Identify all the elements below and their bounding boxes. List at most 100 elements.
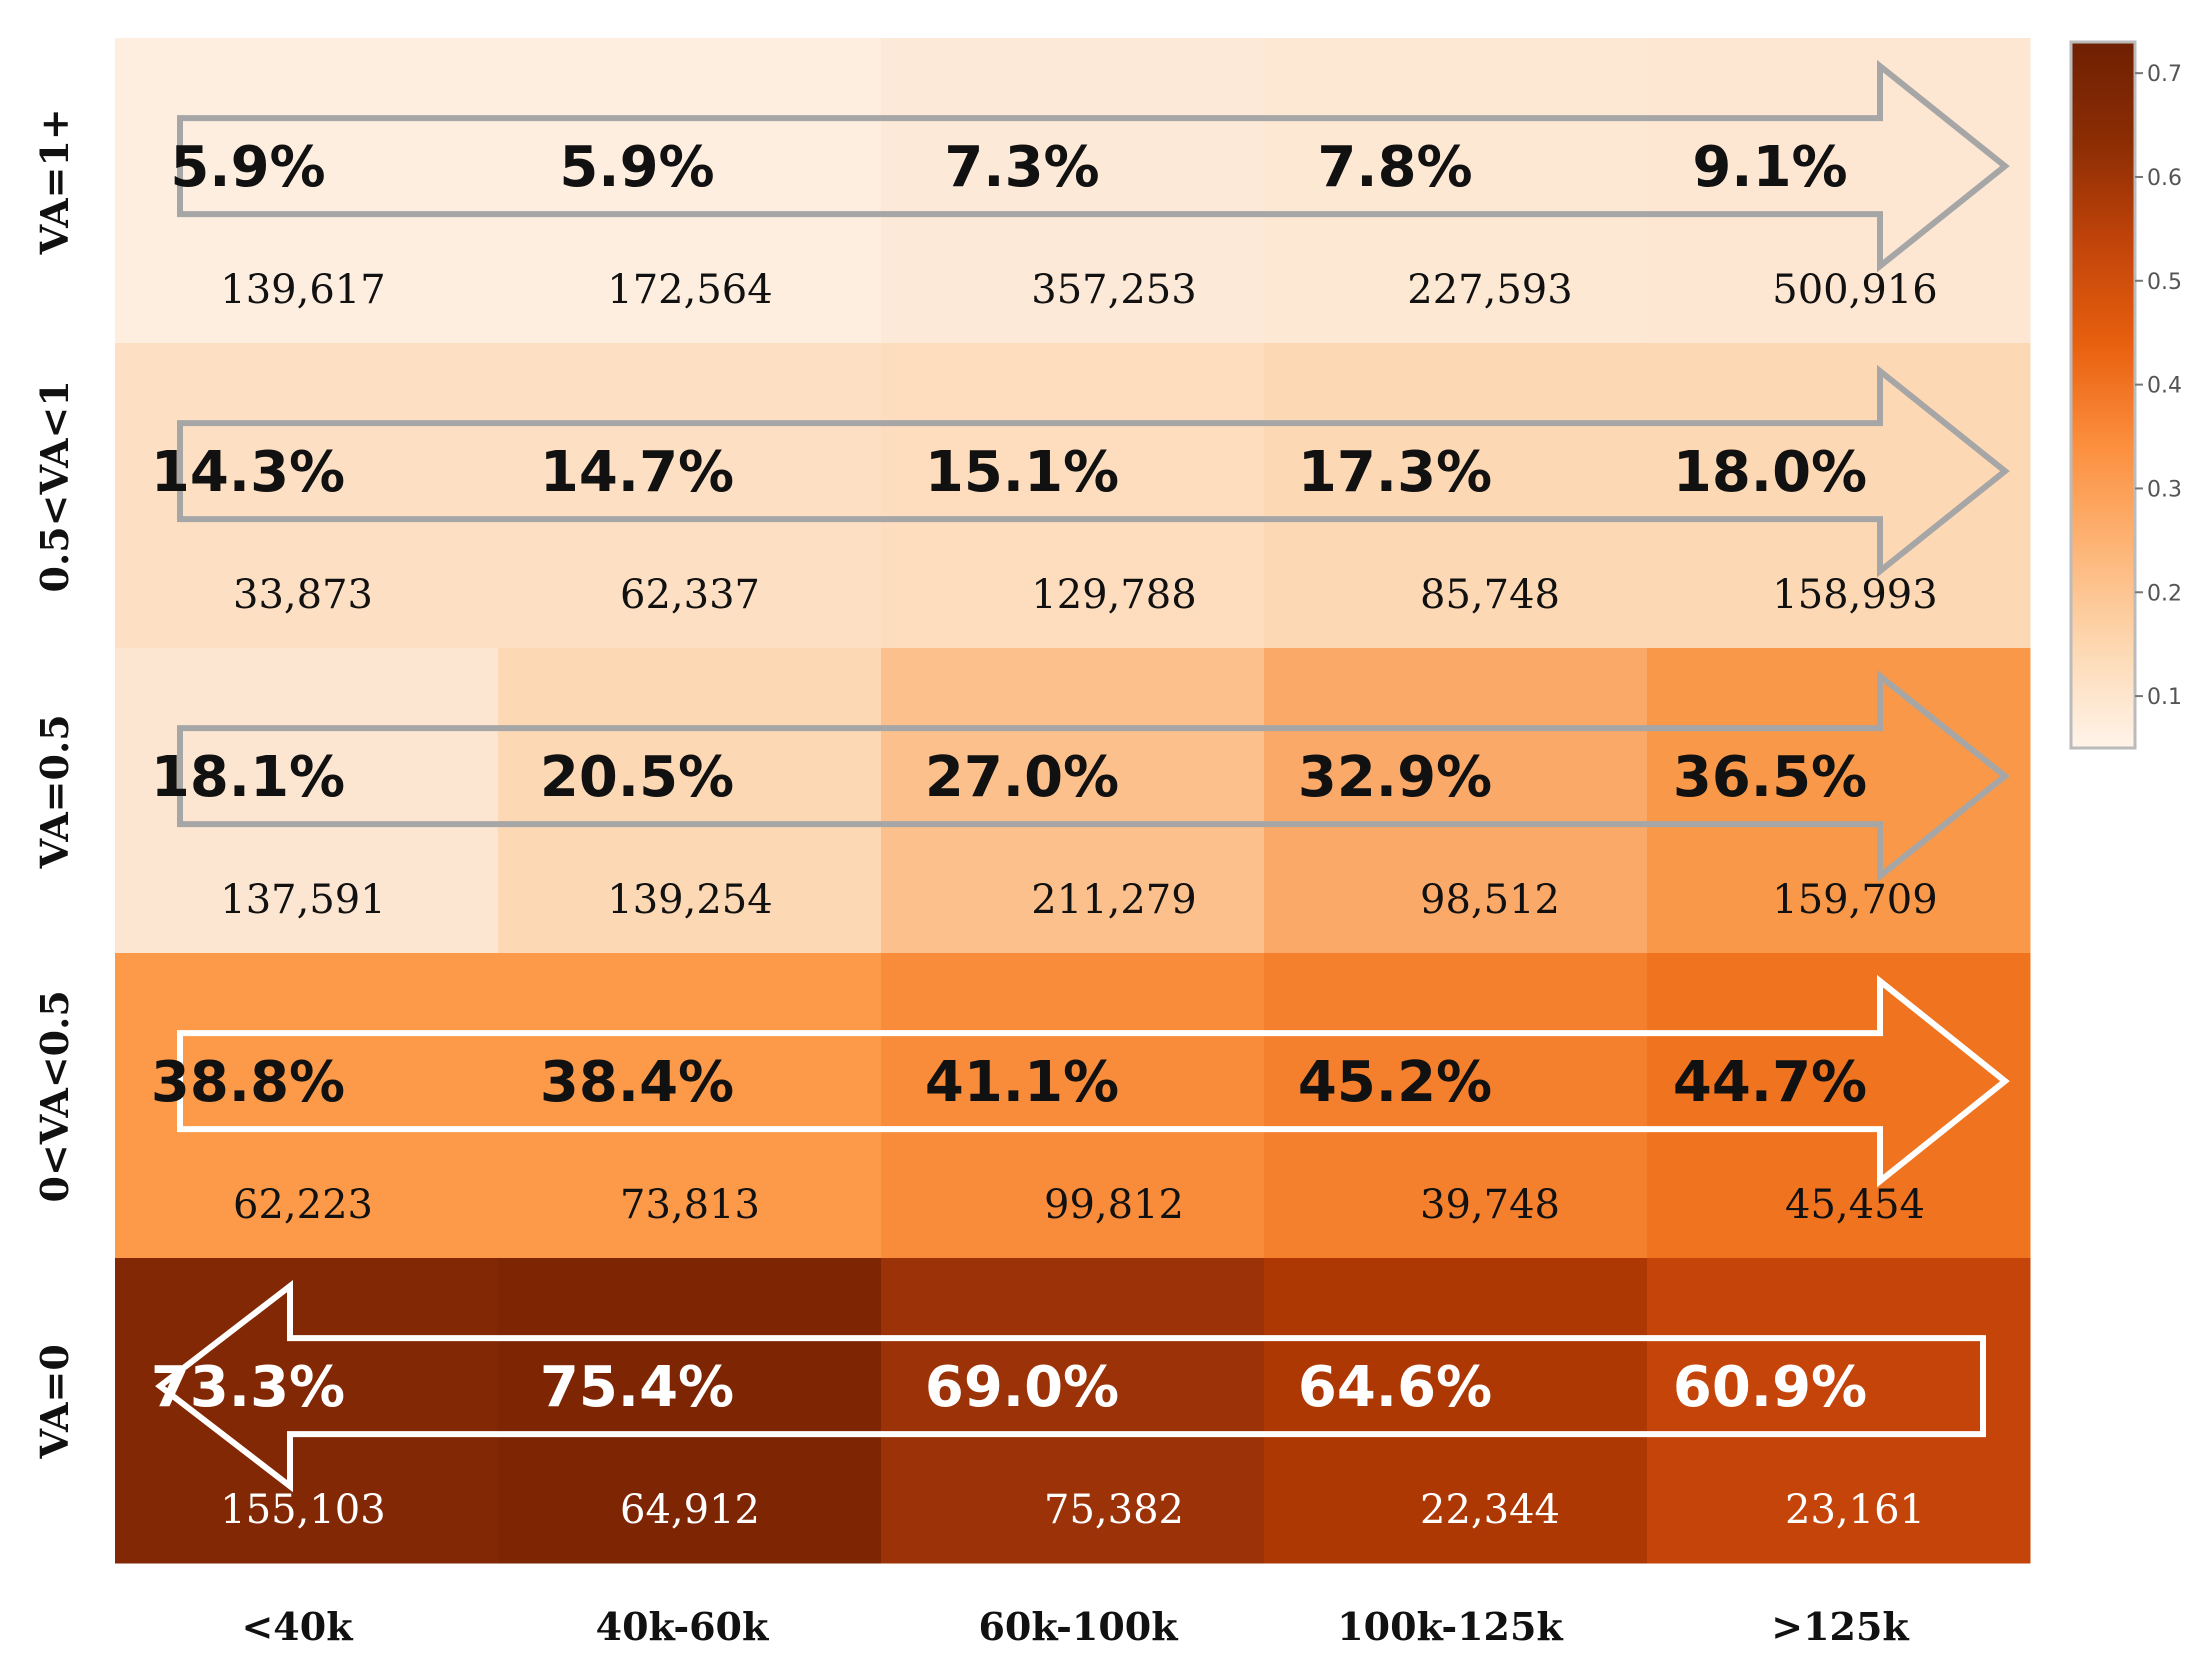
column-label-125k: >125k — [1771, 1604, 1909, 1649]
cell-count-label: 500,916 — [1772, 267, 1937, 313]
cell-percent-label: 64.6% — [1298, 1355, 1492, 1420]
cell-count-label: 39,748 — [1420, 1182, 1560, 1228]
cell-count-label: 129,788 — [1031, 572, 1196, 618]
cell-percent-label: 69.0% — [925, 1355, 1119, 1420]
cell-count-label: 62,223 — [233, 1182, 373, 1228]
cell-count-label: 62,337 — [620, 572, 760, 618]
heatmap-cell — [1647, 648, 2031, 954]
cell-count-label: 99,812 — [1044, 1182, 1184, 1228]
row-label-va-1: VA=1+ — [32, 108, 77, 255]
cell-percent-label: 32.9% — [1298, 745, 1492, 810]
cell-percent-label: 7.8% — [1317, 135, 1472, 200]
cell-percent-label: 7.3% — [944, 135, 1099, 200]
cell-count-label: 98,512 — [1420, 877, 1560, 923]
cell-count-label: 22,344 — [1420, 1487, 1560, 1533]
colorbar-tick-label: 0.4 — [2147, 374, 2182, 399]
cell-percent-label: 73.3% — [151, 1355, 345, 1420]
colorbar-tick-label: 0.1 — [2147, 685, 2182, 710]
cell-percent-label: 38.4% — [540, 1050, 734, 1115]
cell-count-label: 227,593 — [1407, 267, 1572, 313]
cell-percent-label: 17.3% — [1298, 440, 1492, 505]
row-labels: VA=1+ 0.5<VA<1 VA=0.5 0<VA<0.5 VA=0 — [32, 108, 77, 1459]
cell-count-label: 137,591 — [220, 877, 385, 923]
cell-count-label: 75,382 — [1044, 1487, 1184, 1533]
cell-percent-label: 18.1% — [151, 745, 345, 810]
heatmap-cell — [881, 38, 1265, 344]
cell-count-label: 45,454 — [1785, 1182, 1925, 1228]
heatmap-cell — [1647, 953, 2031, 1259]
row-label-va-0-5: VA=0.5 — [32, 714, 77, 869]
row-label-0-5-va-1: 0.5<VA<1 — [32, 380, 77, 592]
heatmap-cell — [1264, 38, 1648, 344]
colorbar-tick-label: 0.7 — [2147, 62, 2182, 87]
cell-percent-label: 14.7% — [540, 440, 734, 505]
heatmap-cells — [115, 38, 2031, 1564]
cell-count-label: 172,564 — [607, 267, 772, 313]
colorbar-ticks: 0.1 0.2 0.3 0.4 0.5 0.6 0.7 — [2135, 62, 2182, 710]
heatmap-cell — [881, 343, 1265, 649]
colorbar-tick-label: 0.6 — [2147, 166, 2182, 191]
colorbar-gradient — [2069, 40, 2137, 750]
cell-percent-label: 41.1% — [925, 1050, 1119, 1115]
colorbar: 0.1 0.2 0.3 0.4 0.5 0.6 0.7 — [2069, 40, 2182, 750]
heatmap-cell — [1264, 343, 1648, 649]
cell-percent-label: 5.9% — [170, 135, 325, 200]
cell-count-label: 155,103 — [220, 1487, 385, 1533]
cell-percent-label: 5.9% — [559, 135, 714, 200]
column-label-40k-60k: 40k-60k — [596, 1604, 769, 1649]
cell-percent-label: 45.2% — [1298, 1050, 1492, 1115]
heatmap-cell — [498, 648, 882, 954]
cell-count-label: 211,279 — [1031, 877, 1196, 923]
cell-texts: 5.9% 139,617 5.9% 172,564 7.3% 357,253 7.8% 227… — [151, 135, 1938, 1533]
cell-count-label: 33,873 — [233, 572, 373, 618]
colorbar-tick-label: 0.2 — [2147, 581, 2182, 606]
heatmap-cell — [881, 648, 1265, 954]
cell-percent-label: 38.8% — [151, 1050, 345, 1115]
heatmap-cell — [498, 343, 882, 649]
cell-percent-label: 15.1% — [925, 440, 1119, 505]
trend-arrows — [155, 59, 2010, 1493]
column-label-100k-125k: 100k-125k — [1337, 1604, 1563, 1649]
heatmap-cell — [498, 953, 882, 1259]
heatmap-cell — [115, 1258, 499, 1564]
heatmap-cell — [1647, 1258, 2031, 1564]
cell-percent-label: 36.5% — [1673, 745, 1867, 810]
cell-count-label: 85,748 — [1420, 572, 1560, 618]
column-label-40k: <40k — [241, 1604, 353, 1649]
colorbar-tick-label: 0.3 — [2147, 477, 2182, 502]
row-label-va-0: VA=0 — [32, 1344, 77, 1459]
trend-arrow-right — [177, 669, 2010, 883]
cell-count-label: 357,253 — [1031, 267, 1196, 313]
row-label-0-va-0-5: 0<VA<0.5 — [32, 990, 77, 1202]
cell-percent-label: 75.4% — [540, 1355, 734, 1420]
cell-percent-label: 20.5% — [540, 745, 734, 810]
trend-arrow-left — [155, 1280, 1986, 1493]
trend-arrow-right — [177, 364, 2010, 578]
heatmap-cell — [881, 1258, 1265, 1564]
cell-count-label: 139,254 — [607, 877, 772, 923]
column-label-60k-100k: 60k-100k — [978, 1604, 1178, 1649]
colorbar-tick-label: 0.5 — [2147, 270, 2182, 295]
trend-arrow-right — [177, 59, 2010, 273]
cell-percent-label: 60.9% — [1673, 1355, 1867, 1420]
cell-count-label: 64,912 — [620, 1487, 760, 1533]
cell-percent-label: 9.1% — [1692, 135, 1847, 200]
heatmap-cell — [881, 953, 1265, 1259]
cell-percent-label: 44.7% — [1673, 1050, 1867, 1115]
heatmap-cell — [1264, 648, 1648, 954]
heatmap-cell — [498, 38, 882, 344]
column-labels: <40k 40k-60k 60k-100k 100k-125k >125k — [241, 1604, 1909, 1649]
heatmap-cell — [1647, 343, 2031, 649]
cell-percent-label: 18.0% — [1673, 440, 1867, 505]
cell-count-label: 73,813 — [620, 1182, 760, 1228]
cell-percent-label: 14.3% — [151, 440, 345, 505]
heatmap-cell — [1264, 953, 1648, 1259]
trend-arrow-right — [177, 974, 2010, 1188]
heatmap-cell — [498, 1258, 882, 1564]
cell-count-label: 159,709 — [1772, 877, 1937, 923]
heatmap-cell — [1647, 38, 2031, 344]
cell-percent-label: 27.0% — [925, 745, 1119, 810]
cell-count-label: 158,993 — [1772, 572, 1937, 618]
heatmap-cell — [1264, 1258, 1648, 1564]
